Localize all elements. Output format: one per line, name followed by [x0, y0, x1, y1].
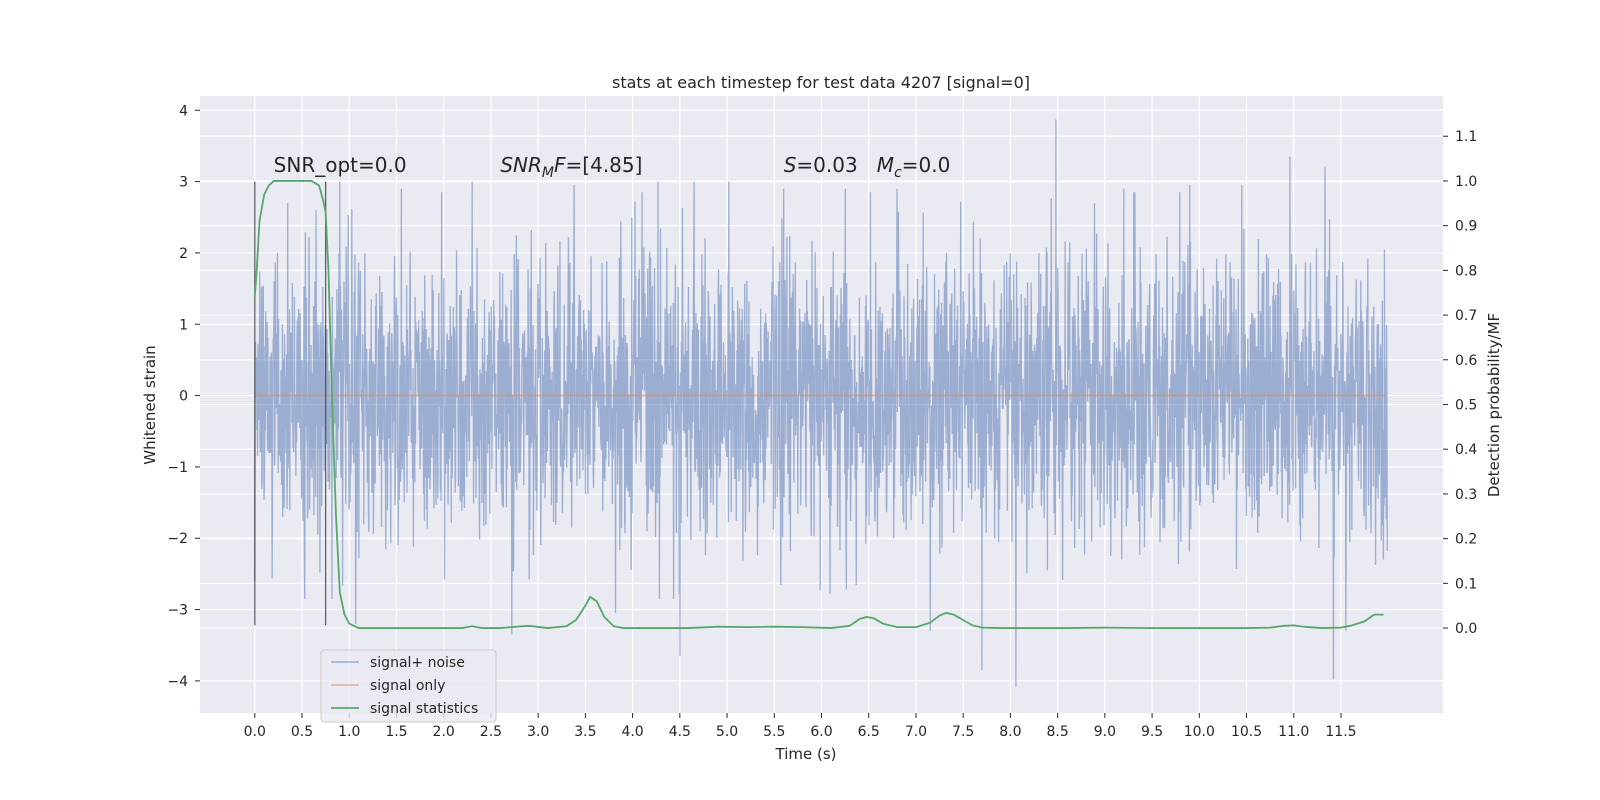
- y2-tick-label: 0.7: [1455, 308, 1477, 324]
- x-tick-label: 8.5: [1046, 724, 1068, 740]
- x-tick-label: 7.5: [952, 724, 974, 740]
- x-tick-label: 3.5: [574, 724, 596, 740]
- y2-tick-label: 0.6: [1455, 353, 1477, 369]
- x-tick-label: 2.5: [480, 724, 502, 740]
- x-axis-label: Time (s): [775, 745, 837, 763]
- y-tick-label: −2: [167, 531, 188, 547]
- y2-tick-label: 1.0: [1455, 174, 1477, 190]
- x-tick-label: 10.0: [1184, 724, 1215, 740]
- x-tick-label: 3.0: [527, 724, 549, 740]
- annotation-0: SNR_opt=0.0: [274, 153, 407, 177]
- line-series: [253, 180, 1388, 629]
- x-tick-label: 1.0: [338, 724, 360, 740]
- y-tick-label: −3: [167, 603, 188, 619]
- y-tick-label: 4: [179, 103, 188, 119]
- x-tick-label: 4.5: [669, 724, 691, 740]
- y2-axis-label: Detection probability/MF: [1485, 313, 1503, 497]
- y2-tick-label: 0.2: [1455, 532, 1477, 548]
- x-tick-label: 11.0: [1278, 724, 1309, 740]
- x-tick-label: 5.5: [763, 724, 785, 740]
- y2-tick-label: 0.4: [1455, 442, 1477, 458]
- x-tick-label: 9.5: [1141, 724, 1163, 740]
- x-tick-label: 11.5: [1325, 724, 1356, 740]
- legend: signal+ noise signal only signal statist…: [320, 649, 497, 723]
- y-tick-label: −4: [167, 674, 188, 690]
- legend-label-signal-noise: signal+ noise: [370, 655, 465, 671]
- x-tick-label: 5.0: [716, 724, 738, 740]
- x-tick-label: 8.0: [999, 724, 1021, 740]
- series-signal-noise: [254, 119, 1388, 687]
- x-tick-label: 7.0: [905, 724, 927, 740]
- x-tick-label: 0.5: [291, 724, 313, 740]
- x-tick-label: 0.0: [244, 724, 266, 740]
- y2-tick-label: 0.3: [1455, 487, 1477, 503]
- y-axis-label: Whitened strain: [141, 345, 159, 464]
- y2-tick-label: 1.1: [1455, 129, 1477, 145]
- annotations: SNR_opt=0.0 SNRMF=[4.85] S=0.03 Mc=0.0: [274, 153, 951, 181]
- series-line-signal-statistics: [253, 180, 1384, 629]
- annotation-2: S=0.03 Mc=0.0: [784, 153, 951, 181]
- axes: 0.0 0.5 1.0 1.5 2.0 2.5 3.0 3.5 4.0 4.5 5.0 5.5 6.0 6…: [167, 103, 1477, 740]
- y-tick-label: 1: [179, 317, 188, 333]
- legend-label-signal-statistics: signal statistics: [370, 701, 478, 717]
- series-line-signal-noise: [254, 119, 1388, 687]
- y2-tick-label: 0.8: [1455, 263, 1477, 279]
- chart-title: stats at each timestep for test data 420…: [612, 73, 1030, 92]
- x-tick-label: 6.0: [810, 724, 832, 740]
- x-tick-label: 2.0: [433, 724, 455, 740]
- y2-tick-label: 0.1: [1455, 576, 1477, 592]
- y2-tick-label: 0.9: [1455, 219, 1477, 235]
- y2-tick-label: 0.0: [1455, 621, 1477, 637]
- y2-tick-label: 0.5: [1455, 398, 1477, 414]
- legend-label-signal-only: signal only: [370, 678, 445, 694]
- y-tick-label: 0: [179, 389, 188, 405]
- x-tick-label: 10.5: [1231, 724, 1262, 740]
- x-tick-label: 4.0: [621, 724, 643, 740]
- annotation-1: SNRMF=[4.85]: [500, 153, 642, 181]
- y-tick-label: 3: [179, 175, 188, 191]
- x-tick-label: 9.0: [1094, 724, 1116, 740]
- y-tick-label: −1: [167, 460, 188, 476]
- legend-box: [320, 649, 497, 723]
- x-tick-label: 1.5: [385, 724, 407, 740]
- y-tick-label: 2: [179, 246, 188, 262]
- x-tick-label: 6.5: [858, 724, 880, 740]
